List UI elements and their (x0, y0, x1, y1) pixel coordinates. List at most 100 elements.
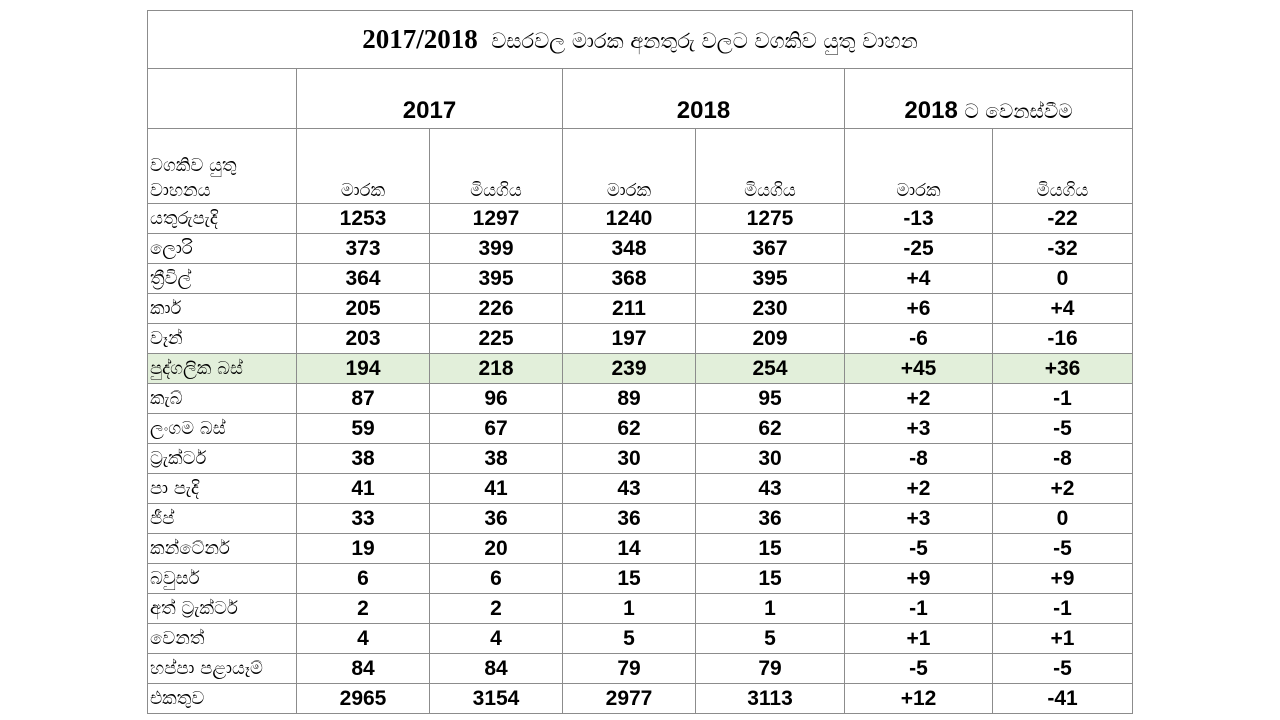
deaths-2017-cell: 41 (429, 473, 563, 504)
deaths-2017-cell: 3154 (429, 683, 563, 714)
fatal-change-cell: -1 (844, 593, 993, 624)
fatal-2018-cell: 15 (562, 563, 696, 594)
table-row: යතුරුපැදි 1253 1297 1240 1275 -13 -22 (147, 203, 1134, 234)
deaths-2018-cell: 15 (695, 563, 845, 594)
fatal-2017-cell: 84 (296, 653, 430, 684)
fatal-2018-header: මාරක (562, 128, 696, 204)
fatal-2018-cell: 1 (562, 593, 696, 624)
fatal-change-cell: -5 (844, 653, 993, 684)
total-row: එකතුව 2965 3154 2977 3113 +12 -41 (147, 683, 1134, 714)
fatal-2018-cell: 14 (562, 533, 696, 564)
fatal-2018-cell: 2977 (562, 683, 696, 714)
fatal-change-cell: +1 (844, 623, 993, 654)
fatal-2018-cell: 30 (562, 443, 696, 474)
year-header-row: 2017 2018 2018 ට වෙනස්වීම (147, 68, 1134, 129)
fatal-2017-cell: 194 (296, 353, 430, 384)
deaths-2018-cell: 1 (695, 593, 845, 624)
deaths-change-cell: -8 (991, 443, 1134, 474)
fatal-change-cell: +3 (844, 413, 993, 444)
deaths-2017-cell: 225 (429, 323, 563, 354)
vehicle-name: කාර් (147, 293, 297, 324)
fatal-2018-cell: 1240 (562, 203, 696, 234)
table-row: පුද්ගලික බස් 194 218 239 254 +45 +36 (147, 353, 1134, 384)
deaths-change-cell: 0 (991, 263, 1134, 294)
fatal-2017-header: මාරක (296, 128, 430, 204)
accident-table: 2017/2018 වසරවල මාරක අනතුරු වලට වගකිව යු… (146, 10, 1134, 714)
fatal-2017-cell: 4 (296, 623, 430, 654)
vehicle-name: කන්ටේනර් (147, 533, 297, 564)
deaths-change-cell: -5 (991, 413, 1134, 444)
deaths-2018-cell: 15 (695, 533, 845, 564)
fatal-change-header: මාරක (844, 128, 993, 204)
table-row: පා පැදි 41 41 43 43 +2 +2 (147, 473, 1134, 504)
fatal-2018-cell: 89 (562, 383, 696, 414)
vehicle-name: බවුසර් (147, 563, 297, 594)
vehicle-name: පා පැදි (147, 473, 297, 504)
deaths-2017-cell: 2 (429, 593, 563, 624)
deaths-change-cell: +9 (991, 563, 1134, 594)
fatal-2018-cell: 5 (562, 623, 696, 654)
deaths-change-cell: -16 (991, 323, 1134, 354)
deaths-2018-cell: 254 (695, 353, 845, 384)
fatal-2017-cell: 33 (296, 503, 430, 534)
deaths-change-cell: +4 (991, 293, 1134, 324)
table-row: වෑන් 203 225 197 209 -6 -16 (147, 323, 1134, 354)
deaths-2017-cell: 4 (429, 623, 563, 654)
title-text: වසරවල මාරක අනතුරු වලට වගකිව යුතු වාහන (491, 29, 918, 53)
table-row: කන්ටේනර් 19 20 14 15 -5 -5 (147, 533, 1134, 564)
table-row: වෙනත් 4 4 5 5 +1 +1 (147, 623, 1134, 654)
deaths-2017-cell: 38 (429, 443, 563, 474)
deaths-2018-cell: 5 (695, 623, 845, 654)
vehicle-name: වෙනත් (147, 623, 297, 654)
fatal-2018-cell: 62 (562, 413, 696, 444)
deaths-change-cell: +36 (991, 353, 1134, 384)
deaths-2017-cell: 84 (429, 653, 563, 684)
table-row: ජීප් 33 36 36 36 +3 0 (147, 503, 1134, 534)
change-header: 2018 ට වෙනස්වීම (843, 68, 1134, 129)
deaths-change-cell: -32 (991, 233, 1134, 264)
fatal-2018-cell: 368 (562, 263, 696, 294)
deaths-2018-header: මියගිය (695, 128, 845, 204)
deaths-2017-cell: 67 (429, 413, 563, 444)
deaths-change-header: මියගිය (991, 128, 1134, 204)
deaths-2017-cell: 218 (429, 353, 563, 384)
deaths-2018-cell: 209 (695, 323, 845, 354)
fatal-2018-cell: 348 (562, 233, 696, 264)
deaths-change-cell: -5 (991, 653, 1134, 684)
deaths-change-cell: -41 (991, 683, 1134, 714)
deaths-change-cell: -5 (991, 533, 1134, 564)
deaths-2018-cell: 79 (695, 653, 845, 684)
deaths-change-cell: -22 (991, 203, 1134, 234)
vehicle-header-line1: වගකිව යුතු (150, 155, 237, 177)
deaths-2018-cell: 230 (695, 293, 845, 324)
deaths-2017-cell: 20 (429, 533, 563, 564)
vehicle-name: පුද්ගලික බස් (147, 353, 297, 384)
fatal-2017-cell: 1253 (296, 203, 430, 234)
vehicle-name: ලොරි (147, 233, 297, 264)
deaths-change-cell: +1 (991, 623, 1134, 654)
fatal-change-cell: +12 (844, 683, 993, 714)
fatal-2018-cell: 79 (562, 653, 696, 684)
table-row: කාර් 205 226 211 230 +6 +4 (147, 293, 1134, 324)
deaths-2017-cell: 96 (429, 383, 563, 414)
fatal-change-cell: +6 (844, 293, 993, 324)
empty-header-cell (147, 68, 297, 129)
fatal-change-cell: +45 (844, 353, 993, 384)
fatal-change-cell: -5 (844, 533, 993, 564)
fatal-2017-cell: 41 (296, 473, 430, 504)
fatal-2017-cell: 6 (296, 563, 430, 594)
fatal-2017-cell: 59 (296, 413, 430, 444)
deaths-2018-cell: 367 (695, 233, 845, 264)
deaths-change-cell: -1 (991, 593, 1134, 624)
deaths-2018-cell: 62 (695, 413, 845, 444)
table-row: ලොරි 373 399 348 367 -25 -32 (147, 233, 1134, 264)
deaths-2017-cell: 395 (429, 263, 563, 294)
vehicle-name: කැබ් (147, 383, 297, 414)
fatal-change-cell: -13 (844, 203, 993, 234)
fatal-change-cell: +4 (844, 263, 993, 294)
deaths-2018-cell: 36 (695, 503, 845, 534)
deaths-change-cell: -1 (991, 383, 1134, 414)
deaths-2018-cell: 1275 (695, 203, 845, 234)
fatal-change-cell: -6 (844, 323, 993, 354)
fatal-change-cell: +9 (844, 563, 993, 594)
